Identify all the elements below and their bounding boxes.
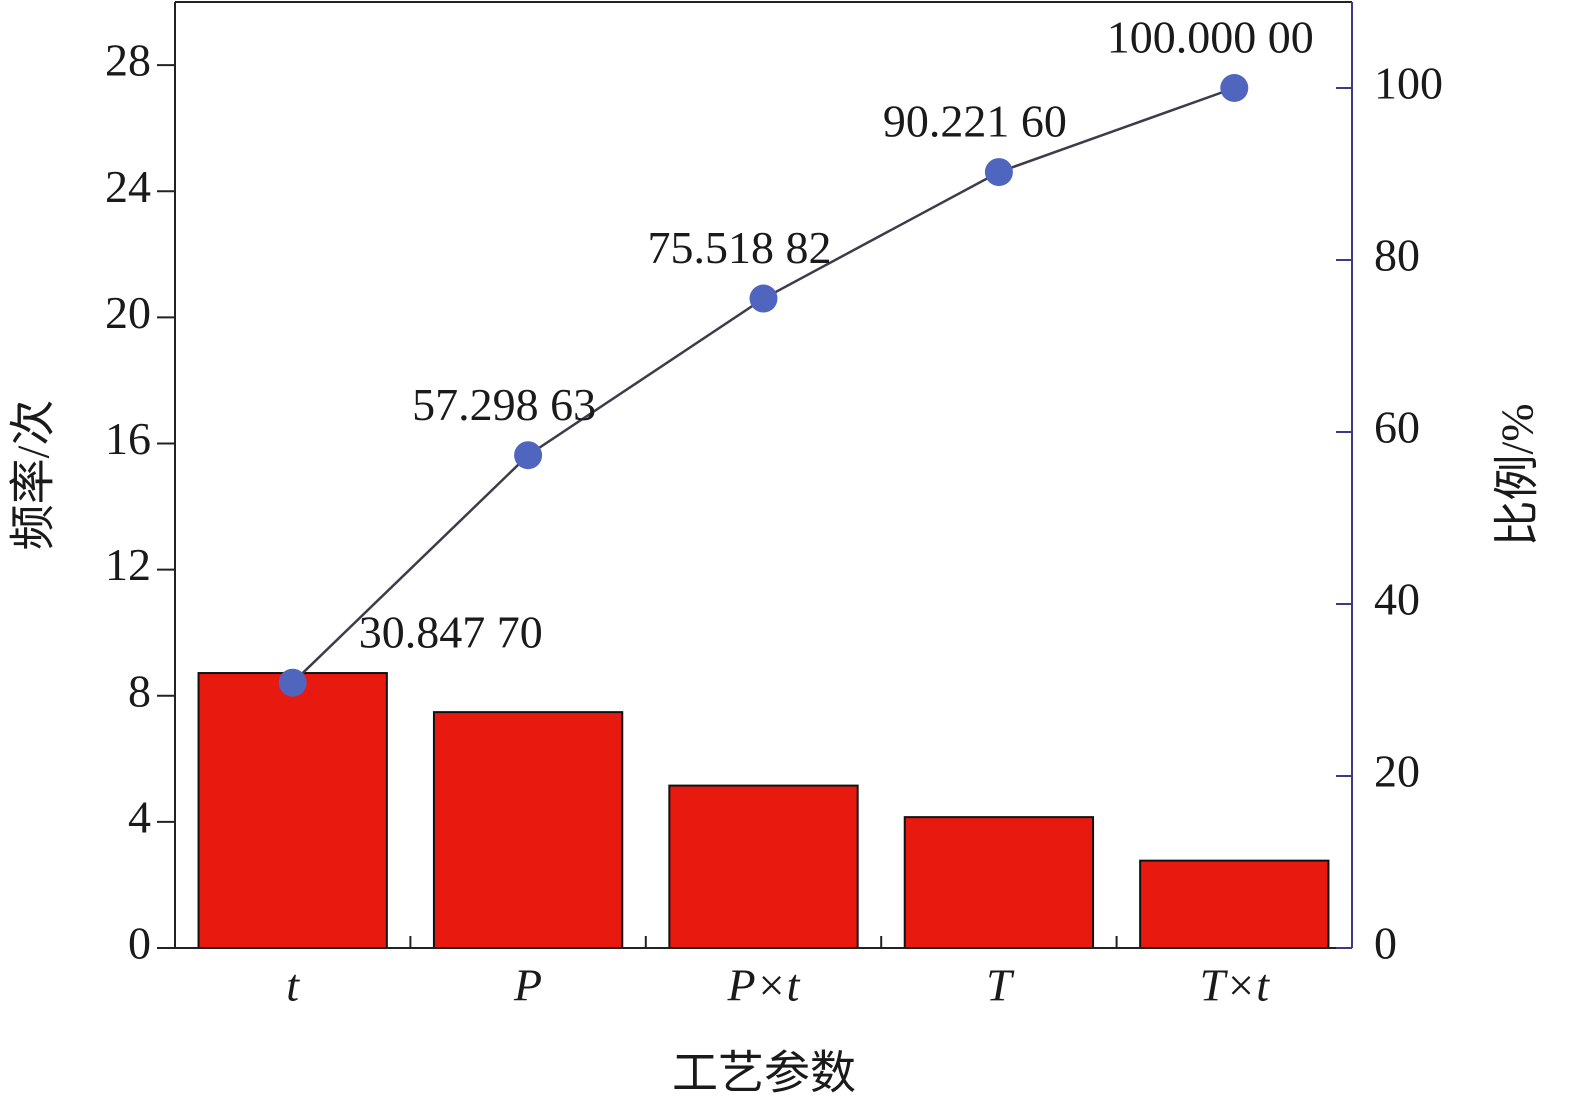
y2-tick-label: 40 — [1374, 574, 1420, 625]
y-tick-label: 12 — [105, 539, 151, 590]
y-tick-label: 4 — [128, 791, 151, 842]
x-axis-title: 工艺参数 — [672, 1048, 856, 1099]
data-label: 90.221 60 — [883, 96, 1067, 147]
point — [1220, 74, 1249, 102]
bar — [432, 711, 624, 950]
x-tick-label: P×t — [727, 960, 801, 1011]
x-tick-label: T×t — [1200, 960, 1271, 1011]
data-label: 100.000 00 — [1107, 12, 1314, 63]
bar — [903, 816, 1095, 949]
y2-tick-label: 80 — [1374, 230, 1420, 281]
y-axis-title: 频率/次 — [8, 400, 59, 551]
y-tick-label: 8 — [128, 665, 151, 716]
y-tick-label: 16 — [105, 413, 151, 464]
x-tick-label: t — [286, 960, 300, 1011]
y2-tick-label: 0 — [1374, 918, 1397, 969]
y-tick-label: 24 — [105, 161, 151, 212]
y2-tick-label: 20 — [1374, 746, 1420, 797]
point — [749, 284, 778, 313]
point — [984, 158, 1013, 187]
data-label: 75.518 82 — [648, 222, 832, 273]
y-tick-label: 20 — [105, 287, 151, 338]
data-label: 30.847 70 — [359, 606, 543, 657]
bar — [197, 672, 388, 950]
y2-tick-label: 100 — [1374, 58, 1443, 109]
point — [278, 668, 307, 697]
y2-tick-label: 60 — [1374, 402, 1420, 453]
x-tick-label: T — [986, 960, 1015, 1011]
x-tick-label: P — [513, 960, 542, 1011]
data-label: 57.298 63 — [412, 379, 596, 430]
bar — [668, 784, 859, 949]
point — [514, 441, 543, 470]
bar — [1139, 859, 1330, 949]
y-tick-label: 28 — [105, 35, 151, 86]
y2-axis-title: 比例/% — [1492, 403, 1543, 546]
y-tick-label: 0 — [128, 918, 151, 969]
